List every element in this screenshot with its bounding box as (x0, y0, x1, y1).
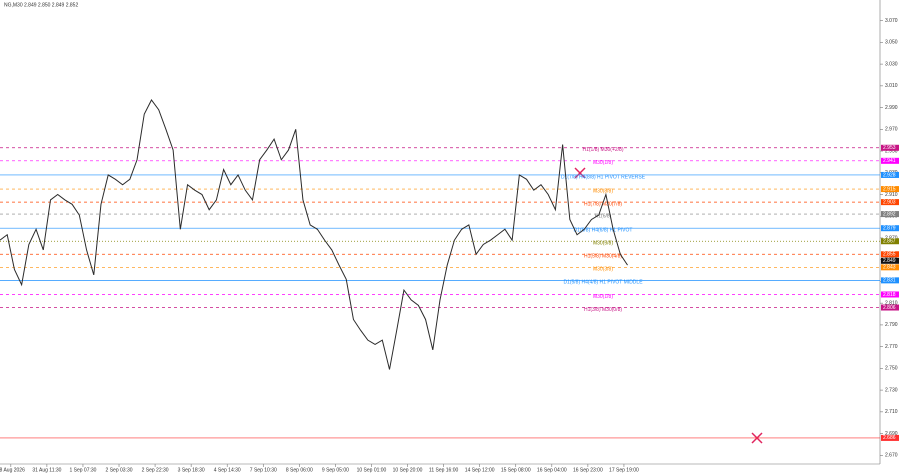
level-tag-label: 2.928 (883, 172, 896, 178)
level-tag (881, 434, 899, 441)
y-tick-label: 2.970 (885, 127, 898, 133)
level-tag (881, 171, 899, 178)
chart-title: NG,M30 2.849 2.850 2.849 2.852 (4, 2, 78, 8)
level-tag (881, 144, 899, 151)
x-tick-label: 28 Aug 2026 (0, 467, 25, 473)
level-label: M30(1/8) (593, 294, 613, 300)
x-tick-label: 2 Sep 22:30 (142, 467, 169, 473)
y-tick-label: 2.670 (885, 453, 898, 459)
level-tag-label: 2.855 (883, 252, 896, 258)
x-tick-label: 7 Sep 10:30 (250, 467, 277, 473)
x-tick-label: 15 Sep 08:00 (501, 467, 531, 473)
level-tag (881, 264, 899, 271)
level-tag-label: 2.915 (883, 186, 896, 192)
x-tick-label: 2 Sep 03:30 (106, 467, 133, 473)
x-tick-label: 17 Sep 19:00 (609, 467, 639, 473)
y-tick-label: 2.990 (885, 105, 898, 111)
x-tick-label: 31 Aug 11:30 (32, 467, 61, 473)
x-tick-label: 10 Sep 01:00 (357, 467, 387, 473)
level-label: M30(3/8) (593, 267, 613, 273)
level-label: D1(7/8) H4(8/8) H1 PIVOT REVERSE (561, 174, 646, 180)
level-tag (881, 186, 899, 193)
y-tick-label: 2.770 (885, 344, 898, 350)
level-tag (881, 157, 899, 164)
level-label: D1(5/8) H4(4/8) H1 PIVOT MIDDLE (563, 280, 643, 286)
y-tick-label: 2.910 (885, 192, 898, 198)
y-tick-label: 2.790 (885, 322, 898, 328)
level-tag (881, 291, 899, 298)
level-tag (881, 199, 899, 206)
last-price-label: 2.849 (883, 258, 896, 264)
level-label: H1(6/8) (595, 213, 612, 219)
cross-marker (574, 167, 586, 179)
last-price-tag (881, 257, 899, 264)
level-label: D1(6/8) H4(6/8) H1 PIVOT (574, 228, 633, 234)
level-tag-label: 2.831 (883, 278, 896, 284)
level-tag (881, 211, 899, 218)
y-tick-label: 2.810 (885, 301, 898, 307)
level-label: H1(1/8) M30(+2/8) (583, 147, 624, 153)
x-tick-label: 3 Sep 18:30 (178, 467, 205, 473)
level-tag-label: 2.686 (883, 435, 896, 441)
level-tag-label: 2.879 (883, 226, 896, 232)
level-tag-label: 2.941 (883, 158, 896, 164)
x-tick-label: 4 Sep 14:30 (214, 467, 241, 473)
x-tick-label: 8 Sep 06:00 (286, 467, 313, 473)
level-label: M30(5/8) (593, 241, 613, 247)
y-tick-label: 2.690 (885, 431, 898, 437)
x-tick-label: 14 Sep 12:00 (465, 467, 495, 473)
y-tick-label: 2.950 (885, 148, 898, 154)
level-tag (881, 225, 899, 232)
price-line (0, 99, 628, 370)
level-tag-label: 2.892 (883, 211, 896, 217)
y-tick-label: 2.730 (885, 387, 898, 393)
x-tick-label: 10 Sep 20:00 (393, 467, 423, 473)
x-tick-label: 1 Sep 07:30 (69, 467, 96, 473)
level-label: H1(5/8) M30(4/8) (584, 254, 622, 260)
y-tick-label: 2.750 (885, 366, 898, 372)
x-tick-label: 11 Sep 16:00 (429, 467, 459, 473)
level-tag (881, 277, 899, 284)
y-tick-label: 3.070 (885, 18, 898, 24)
y-tick-label: 3.030 (885, 61, 898, 67)
level-label: M30(1/8) (593, 160, 613, 166)
level-label: M30(8/8) (593, 188, 613, 194)
y-tick-label: 2.710 (885, 409, 898, 415)
level-label: H1(3/8) M30(0/8) (584, 307, 622, 313)
level-tag (881, 251, 899, 258)
level-label: H1(7/8) M30(7/8) (584, 201, 622, 207)
level-tag (881, 304, 899, 311)
level-tag-label: 2.843 (883, 265, 896, 271)
y-tick-label: 3.050 (885, 40, 898, 46)
y-tick-label: 3.010 (885, 83, 898, 89)
level-tag-label: 2.806 (883, 305, 896, 311)
x-tick-label: 16 Sep 04:00 (537, 467, 567, 473)
level-tag-label: 2.953 (883, 145, 896, 151)
x-tick-label: 16 Sep 23:00 (573, 467, 603, 473)
x-tick-label: 9 Sep 05:00 (322, 467, 349, 473)
level-tag-label: 2.903 (883, 199, 896, 205)
level-tag-label: 2.867 (883, 239, 896, 245)
level-tag (881, 238, 899, 245)
level-tag-label: 2.818 (883, 292, 896, 298)
